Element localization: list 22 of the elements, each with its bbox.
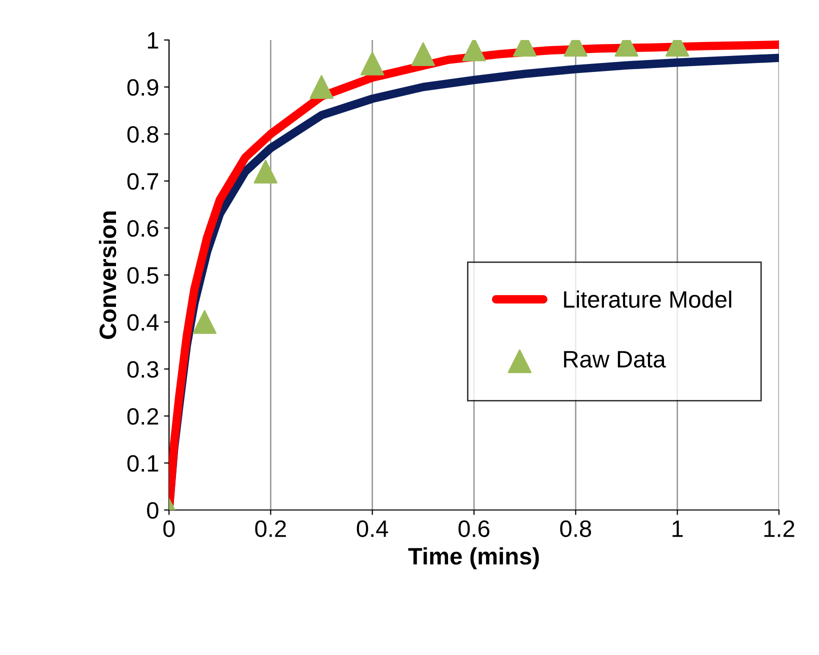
y-tick-label: 0.5 — [127, 267, 158, 284]
y-tick-label: 0.3 — [127, 361, 158, 378]
y-tick-label: 0.1 — [127, 455, 158, 472]
y-tick-label: 0.4 — [127, 314, 159, 331]
x-tick-label: 1 — [672, 520, 683, 537]
y-tick-label: 0.8 — [127, 126, 158, 143]
y-tick-label: 0.9 — [127, 79, 158, 96]
y-tick-label: 1 — [148, 32, 158, 49]
y-axis-title: Conversion — [98, 212, 116, 339]
x-tick-label: 0.4 — [356, 520, 388, 538]
legend-label: Raw Data — [564, 351, 666, 368]
x-axis-title: Time (mins) — [408, 547, 539, 570]
y-tick-label: 0.6 — [127, 220, 158, 237]
legend-label: Literature Model — [564, 290, 732, 308]
x-tick-label: 0.8 — [560, 520, 592, 538]
y-tick-label: 0 — [147, 502, 158, 519]
x-tick-label: 0 — [163, 520, 175, 538]
y-tick-label: 0.2 — [127, 408, 158, 425]
x-tick-label: 0.2 — [255, 520, 286, 538]
y-tick-label: 0.7 — [127, 173, 158, 190]
x-tick-label: 0.6 — [458, 520, 490, 538]
x-tick-label: 1.2 — [764, 520, 794, 537]
